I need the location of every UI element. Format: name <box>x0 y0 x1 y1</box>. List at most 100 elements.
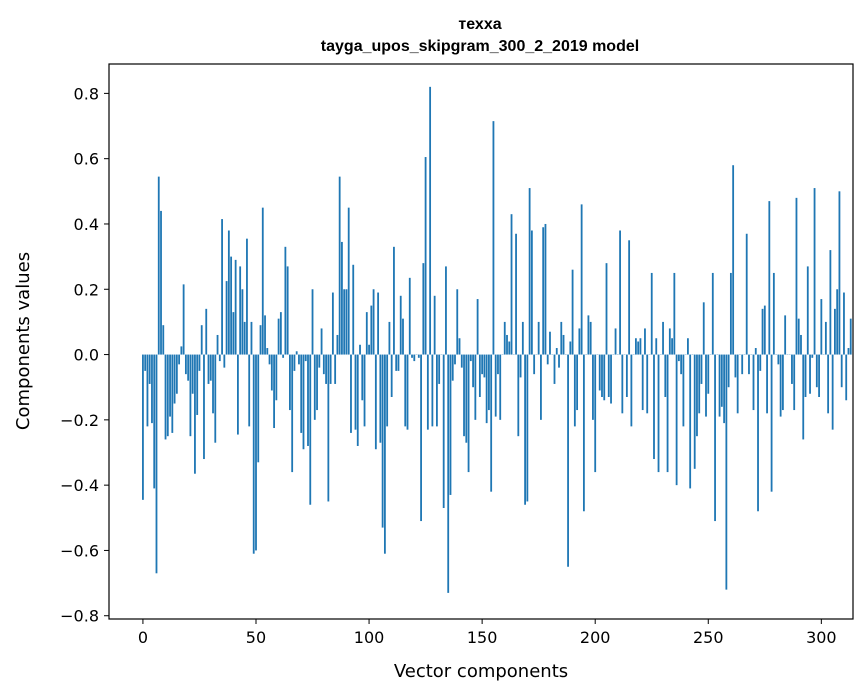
bar <box>508 341 511 355</box>
bar <box>298 354 300 365</box>
bar <box>465 354 468 443</box>
bar <box>454 354 456 365</box>
bar <box>237 354 239 435</box>
bar <box>424 157 427 355</box>
bar <box>313 354 316 420</box>
bar <box>173 354 176 404</box>
bar <box>843 292 845 355</box>
bar <box>488 354 490 411</box>
bar <box>578 328 581 355</box>
chart-subtitle: tayga_upos_skipgram_300_2_2019 model <box>321 38 639 55</box>
bar <box>533 354 536 375</box>
bar <box>549 331 551 355</box>
bar <box>365 312 368 355</box>
bar <box>553 354 556 384</box>
bar <box>646 354 649 414</box>
bar <box>331 292 334 355</box>
bar <box>318 354 321 368</box>
bar <box>772 272 775 355</box>
bar <box>494 354 497 417</box>
bar <box>469 354 472 362</box>
bar <box>605 263 608 355</box>
bar <box>191 354 194 394</box>
x-tick-label: 0 <box>138 628 148 647</box>
bar <box>277 318 280 355</box>
bar <box>476 299 479 355</box>
bar <box>472 354 474 388</box>
bar <box>571 269 574 355</box>
bar <box>451 354 454 381</box>
bar <box>734 354 737 378</box>
bar <box>458 338 461 355</box>
bar <box>356 354 359 446</box>
bar <box>804 354 807 397</box>
bar <box>569 341 572 355</box>
bar <box>327 354 330 502</box>
bar <box>144 354 147 371</box>
bar <box>209 354 212 381</box>
y-tick-label: 0.4 <box>74 215 99 234</box>
bar <box>567 354 569 567</box>
bar <box>603 354 606 401</box>
bar <box>216 334 219 355</box>
bar <box>693 354 696 469</box>
bar <box>363 354 366 427</box>
bar <box>368 344 370 355</box>
bar <box>687 338 689 355</box>
bar <box>187 354 190 381</box>
bar <box>829 250 832 355</box>
bar <box>411 354 413 358</box>
x-axis-ticks: 0 50 100 150 200 250 300 <box>138 619 837 647</box>
bar <box>463 354 465 437</box>
bar <box>702 302 705 355</box>
bar <box>221 219 223 355</box>
bar <box>736 354 739 414</box>
bar <box>834 308 836 355</box>
bar <box>519 354 522 378</box>
bar <box>449 354 452 495</box>
x-tick-label: 300 <box>806 628 837 647</box>
x-tick-label: 200 <box>580 628 611 647</box>
bar <box>282 354 285 358</box>
bar <box>248 354 251 427</box>
bar <box>338 176 341 355</box>
bar <box>266 348 269 355</box>
bar <box>304 354 307 362</box>
bar <box>838 191 841 355</box>
bar <box>761 308 764 355</box>
bar <box>196 354 199 415</box>
bar <box>203 354 205 460</box>
bar-series <box>142 86 852 593</box>
bar <box>827 354 830 414</box>
bar <box>352 264 355 355</box>
bar <box>666 354 669 473</box>
bar <box>200 325 203 355</box>
bar <box>189 354 192 437</box>
bar <box>205 308 208 355</box>
bar <box>614 328 617 355</box>
bar <box>720 354 723 407</box>
bar <box>198 354 201 371</box>
y-tick-label: −0.4 <box>60 476 99 495</box>
bar <box>727 354 730 388</box>
plot-frame <box>108 63 854 620</box>
bar <box>682 354 685 427</box>
bar <box>824 321 827 355</box>
bar <box>257 354 260 463</box>
bar <box>562 334 565 355</box>
x-axis-label: Vector components <box>394 661 568 682</box>
bar <box>223 354 226 368</box>
bar <box>345 289 348 355</box>
bar <box>644 328 646 355</box>
y-axis-ticks: −0.8 −0.6 −0.4 −0.2 0.0 0.2 0.4 0.6 0.8 <box>60 84 109 626</box>
bar <box>334 354 337 384</box>
bar <box>270 354 273 391</box>
bar <box>395 354 398 371</box>
bar <box>668 328 671 355</box>
bar <box>207 354 210 384</box>
bar <box>791 354 793 384</box>
bar <box>664 354 667 397</box>
bar <box>759 354 762 371</box>
bar <box>766 354 768 414</box>
bar <box>273 354 275 429</box>
